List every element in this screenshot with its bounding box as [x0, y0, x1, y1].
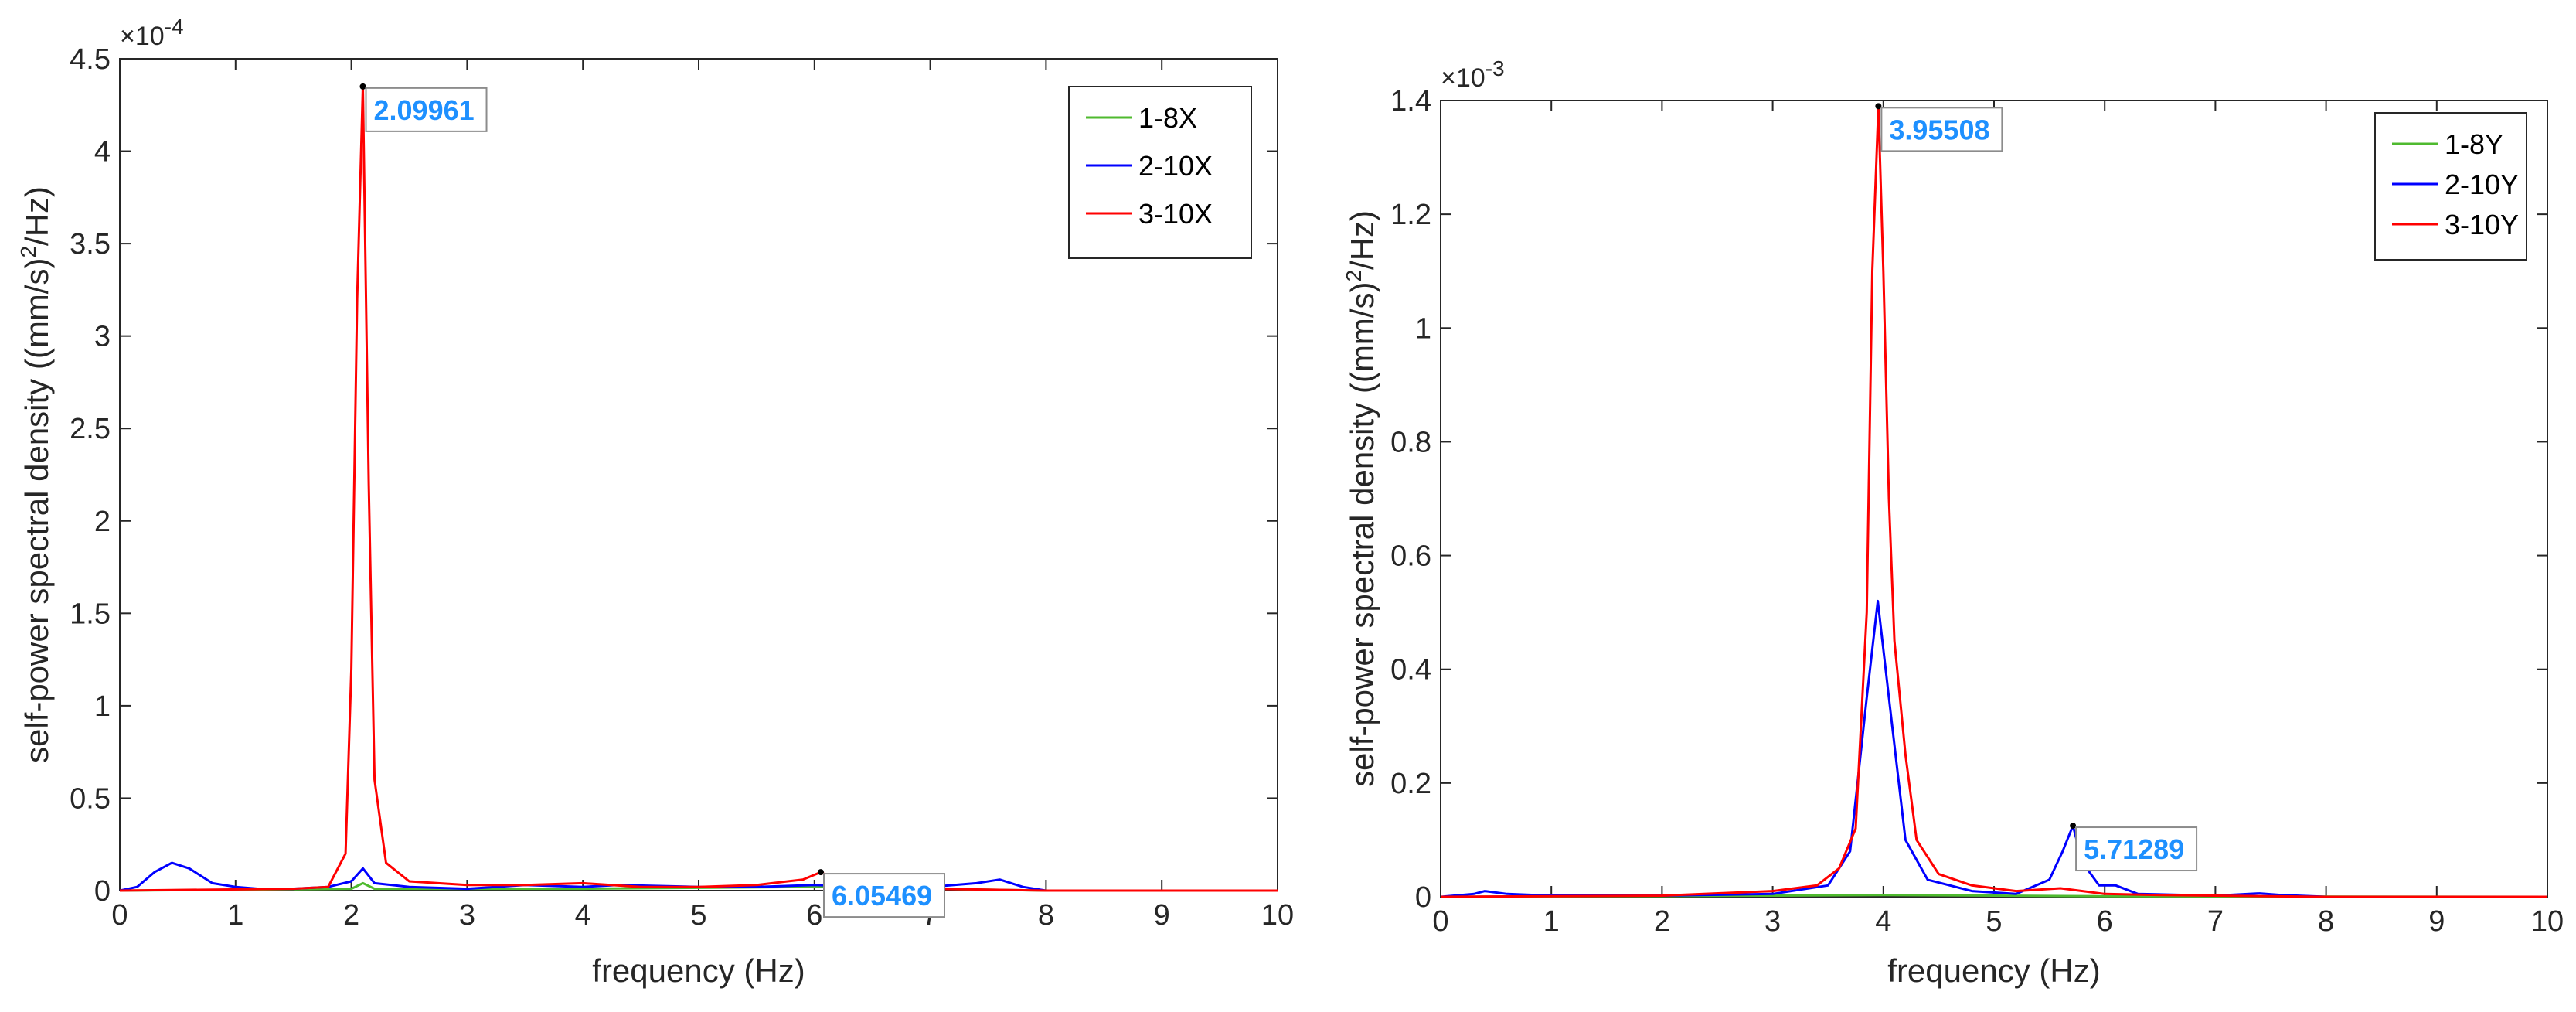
- right-plot-area: [1440, 100, 2548, 898]
- left-datatip-marker[interactable]: [817, 869, 824, 876]
- left-legend-label-1-8x: 1-8X: [1138, 102, 1197, 134]
- right-y-label-tail: /Hz): [1344, 210, 1380, 270]
- right-xtick-label: 6: [2097, 905, 2113, 938]
- left-ytick-label: 3.5: [70, 228, 111, 261]
- left-x-axis-label: frequency (Hz): [592, 952, 805, 989]
- right-ytick-label: 1: [1415, 312, 1431, 345]
- left-legend-items: 1-8X 2-10X 3-10X: [1086, 102, 1213, 230]
- left-ytick-label: 0.5: [70, 782, 111, 815]
- left-legend-label-3-10x: 3-10X: [1138, 198, 1213, 230]
- left-datatips: 2.09961 6.05469: [359, 83, 945, 918]
- left-legend-label-2-10x: 2-10X: [1138, 150, 1213, 182]
- right-exponent-power: -3: [1485, 56, 1505, 80]
- right-legend: 1-8Y 2-10Y 3-10Y: [2374, 112, 2527, 261]
- right-datatip-marker[interactable]: [2070, 823, 2077, 830]
- right-ytick-label: 1.2: [1390, 199, 1431, 231]
- left-exponent-power: -4: [165, 15, 184, 39]
- left-xtick-label: 10: [1261, 899, 1294, 932]
- left-exponent-label: ×10-4: [120, 15, 184, 51]
- left-xtick-label: 9: [1154, 899, 1170, 932]
- right-ytick-label: 0.8: [1390, 426, 1431, 458]
- right-legend-label-2-10y: 2-10Y: [2445, 169, 2519, 200]
- left-ytick-label: 2.5: [70, 413, 111, 445]
- right-xtick-label: 1: [1543, 905, 1560, 938]
- right-ticks: 0 1 2 3 4 5 6 7 8 9 10 0 0.2 0.4 0.6 0.8 1 1.2 1.4: [1390, 85, 2564, 938]
- right-legend-label-1-8y: 1-8Y: [2445, 128, 2503, 160]
- right-ytick-label: 0.4: [1390, 654, 1431, 687]
- right-ytick-label: 0.2: [1390, 768, 1431, 800]
- left-y-label-sup: 2: [16, 246, 40, 258]
- right-legend-box: [2374, 112, 2527, 261]
- left-xtick-label: 8: [1038, 899, 1054, 932]
- left-ytick-label: 3: [94, 321, 111, 353]
- right-xtick-label: 5: [1986, 905, 2002, 938]
- left-xtick-label: 2: [343, 899, 359, 932]
- right-x-axis-label: frequency (Hz): [1887, 952, 2100, 989]
- right-legend-items: 1-8Y 2-10Y 3-10Y: [2392, 128, 2519, 240]
- left-y-label-main: self-power spectral density ((mm/s): [19, 258, 55, 763]
- left-series-2-10x: [119, 861, 1278, 892]
- right-xtick-label: 0: [1432, 905, 1448, 938]
- left-xtick-label: 0: [111, 899, 128, 932]
- right-exponent-base: ×10: [1441, 63, 1485, 93]
- left-ytick-label: 0: [94, 875, 111, 908]
- right-xtick-label: 2: [1654, 905, 1670, 938]
- right-series-3-10y: [1440, 104, 2547, 898]
- left-xtick-label: 5: [690, 899, 706, 932]
- right-xtick-label: 3: [1764, 905, 1781, 938]
- right-xtick-label: 4: [1875, 905, 1891, 938]
- left-xtick-label: 1: [227, 899, 243, 932]
- right-y-label-sup: 2: [1342, 270, 1366, 282]
- left-datatip-marker[interactable]: [359, 83, 366, 90]
- right-datatip-label: 3.95508: [1889, 114, 1989, 145]
- right-datatip-label: 5.71289: [2084, 833, 2184, 865]
- right-xtick-label: 8: [2318, 905, 2334, 938]
- left-exponent-base: ×10: [120, 22, 165, 51]
- left-ytick-label: 4.5: [70, 43, 111, 76]
- left-legend-box: [1068, 86, 1252, 259]
- right-y-label-main: self-power spectral density ((mm/s): [1344, 282, 1380, 787]
- left-ytick-label: 1: [94, 690, 111, 723]
- right-exponent-label: ×10-3: [1441, 56, 1505, 93]
- right-datatip-box[interactable]: [2075, 826, 2198, 872]
- right-datatips: 3.95508 5.71289: [1875, 103, 2198, 872]
- left-xtick-label: 4: [575, 899, 591, 932]
- right-ytick-label: 0.6: [1390, 540, 1431, 573]
- left-datatip-box[interactable]: [822, 873, 945, 918]
- right-xtick-label: 9: [2428, 905, 2445, 938]
- left-datatip-box[interactable]: [365, 87, 488, 132]
- left-xtick-label: 6: [806, 899, 822, 932]
- left-ytick-label: 1.5: [70, 598, 111, 630]
- left-datatip-label: 6.05469: [832, 880, 932, 911]
- right-psd-chart: 0 1 2 3 4 5 6 7 8 9 10 0 0.2 0.4 0.6 0.8 1 1.2 1.4 3.95508…: [1342, 56, 2564, 989]
- left-legend: 1-8X 2-10X 3-10X: [1068, 86, 1252, 259]
- left-ytick-label: 2: [94, 506, 111, 538]
- left-datatip-label: 2.09961: [374, 94, 475, 126]
- right-y-axis-label: self-power spectral density ((mm/s)2/Hz): [1342, 210, 1380, 787]
- right-xtick-label: 10: [2531, 905, 2564, 938]
- left-xtick-label: 3: [459, 899, 475, 932]
- right-legend-label-3-10y: 3-10Y: [2445, 209, 2519, 240]
- left-ytick-label: 4: [94, 136, 111, 169]
- right-datatip-marker[interactable]: [1875, 103, 1882, 110]
- left-y-axis-label: self-power spectral density ((mm/s)2/Hz): [16, 186, 55, 763]
- right-ytick-label: 1.4: [1390, 85, 1431, 118]
- left-y-label-tail: /Hz): [19, 186, 55, 246]
- right-ytick-label: 0: [1415, 881, 1431, 914]
- right-xtick-label: 7: [2207, 905, 2224, 938]
- right-series-lines: [1440, 104, 2548, 898]
- right-datatip-box[interactable]: [1880, 107, 2003, 152]
